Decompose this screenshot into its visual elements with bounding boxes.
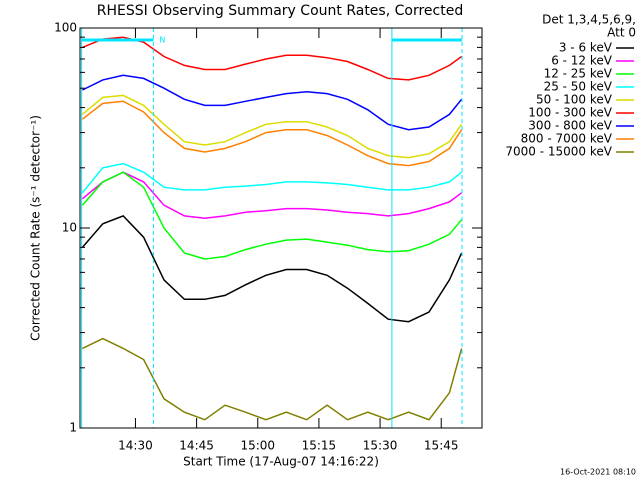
- series-line: [81, 171, 463, 219]
- y-tick-label: 10: [62, 221, 77, 235]
- legend-label: 800 - 7000 keV: [521, 132, 613, 146]
- legend-label: 25 - 50 keV: [544, 80, 613, 94]
- legend-label: 12 - 25 keV: [544, 67, 613, 81]
- chart-title: RHESSI Observing Summary Count Rates, Co…: [97, 3, 463, 19]
- legend-label: 300 - 800 keV: [528, 119, 612, 133]
- y-axis-label: Corrected Count Rate (s⁻¹ detector⁻¹): [29, 115, 43, 341]
- night-label: N: [159, 36, 165, 45]
- x-tick-label: 15:15: [302, 439, 337, 453]
- series-line: [82, 74, 463, 131]
- series-line: [82, 337, 463, 421]
- legend-header: Att 0: [607, 26, 636, 40]
- series-line: [81, 171, 463, 260]
- y-tick-label: 100: [54, 21, 77, 35]
- plot-frame: [79, 27, 483, 429]
- legend-label: 50 - 100 keV: [536, 93, 613, 107]
- x-tick-label: 14:45: [179, 439, 214, 453]
- series-line: [81, 100, 463, 167]
- x-axis-label: Start Time (17-Aug-07 14:16:22): [183, 455, 379, 469]
- y-tick-label: 1: [69, 421, 77, 435]
- x-tick-label: 14:30: [118, 439, 153, 453]
- x-tick-label: 15:45: [424, 439, 459, 453]
- series-line: [81, 162, 463, 194]
- series-line: [81, 94, 463, 159]
- legend-header: Det 1,3,4,5,6,9,: [542, 13, 636, 27]
- x-tick-label: 15:00: [240, 439, 275, 453]
- series-line: [82, 36, 463, 81]
- legend-label: 6 - 12 keV: [551, 54, 613, 68]
- legend-label: 7000 - 15000 keV: [505, 145, 612, 159]
- legend-label: 100 - 300 keV: [528, 106, 612, 120]
- x-tick-label: 15:30: [363, 439, 398, 453]
- legend-label: 3 - 6 keV: [559, 41, 613, 55]
- series-line: [81, 215, 463, 323]
- footer: 16-Oct-2021 08:10: [560, 468, 636, 477]
